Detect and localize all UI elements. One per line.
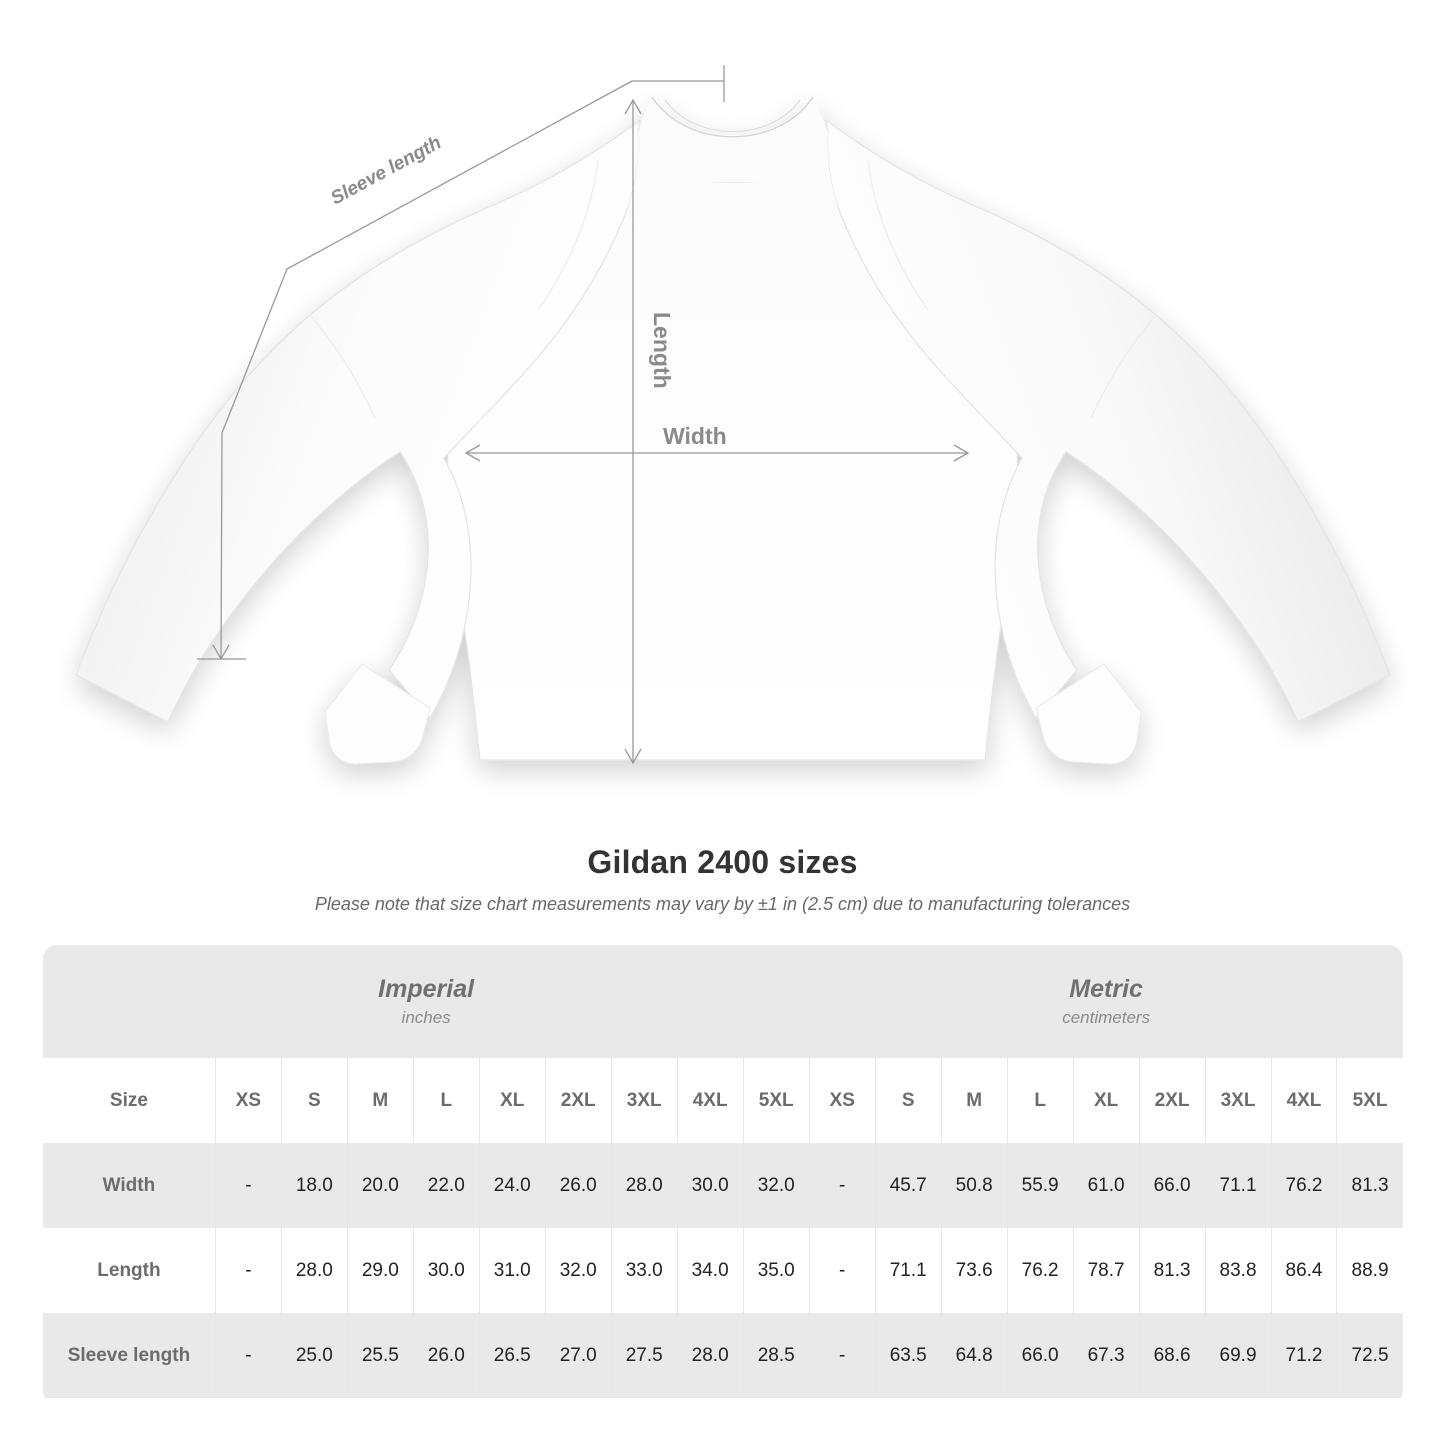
svg-text:Sleeve length: Sleeve length (327, 132, 445, 209)
svg-text:Length: Length (649, 312, 675, 389)
svg-text:Width: Width (663, 423, 727, 449)
